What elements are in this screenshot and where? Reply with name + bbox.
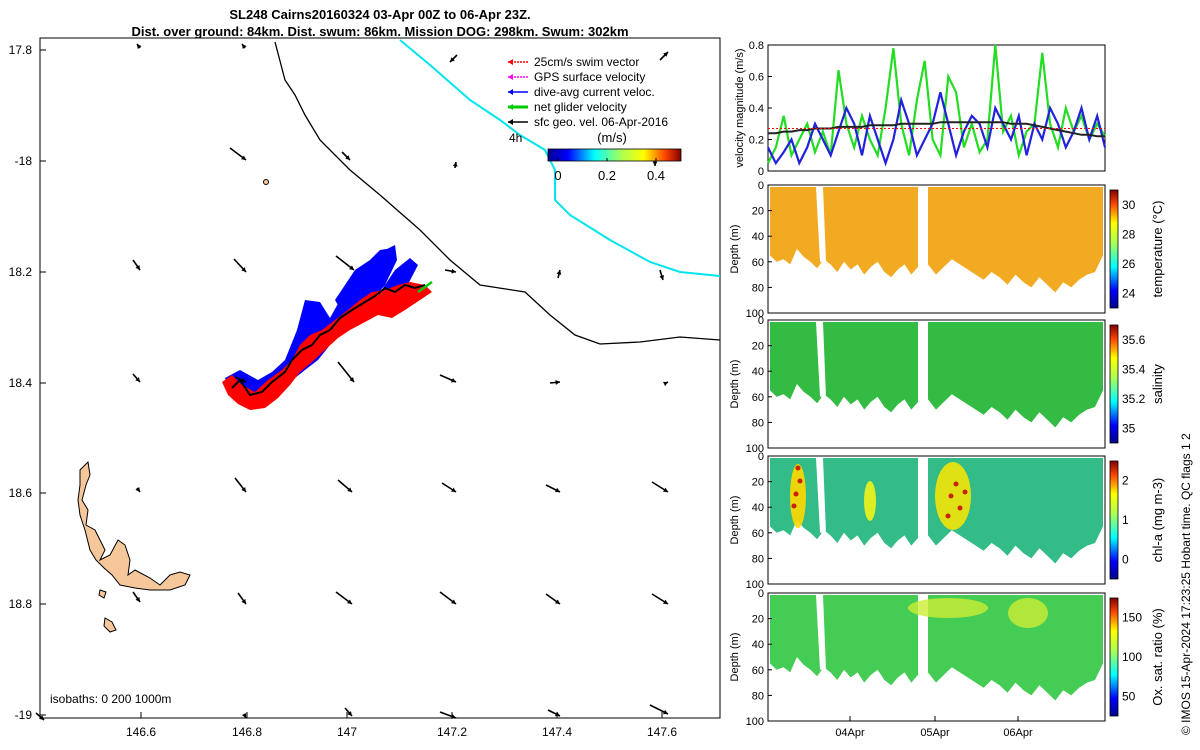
geo-velocity-arrowhead <box>451 268 456 274</box>
geo-velocity-arrowhead <box>663 381 668 387</box>
geo-velocity-arrowhead <box>555 711 560 717</box>
geo-velocity-arrowhead <box>349 265 354 270</box>
map-y-tick-label: 17.8 <box>9 43 33 57</box>
map-y-tick-label: 18.4 <box>9 376 33 390</box>
map-y-tick-label: 18.8 <box>9 597 33 611</box>
islet-2 <box>98 589 107 599</box>
legend-arrowhead <box>508 59 513 65</box>
map-frame <box>39 37 721 719</box>
title-line-1: SL248 Cairns20160324 03-Apr 00Z to 06-Ap… <box>229 7 531 22</box>
map-y-tick-label: 18.6 <box>9 486 33 500</box>
geo-velocity-arrowhead <box>555 487 560 493</box>
swim-vector-swath <box>222 282 432 410</box>
geo-velocity-arrowhead <box>135 597 140 602</box>
geo-velocity-arrowhead <box>347 711 352 716</box>
map-colorbar-note: 4h <box>509 131 522 145</box>
legend-arrowhead <box>508 119 513 125</box>
isobath-label: isobaths: 0 200 1000m <box>50 692 171 706</box>
geo-velocity-arrowhead <box>135 265 140 270</box>
geo-velocity-arrowhead <box>241 155 246 160</box>
surface-geostrophic-arrows <box>35 43 669 721</box>
title-line-2: Dist. over ground: 84km. Dist. swum: 86k… <box>131 24 629 39</box>
map-y-tick-label: -18 <box>15 154 33 168</box>
geo-velocity-arrowhead <box>39 715 44 720</box>
geo-velocity-arrowhead <box>452 162 458 167</box>
legend-label: GPS surface velocity <box>534 70 645 84</box>
isobath-200 <box>399 39 721 277</box>
map-x-tick-label: 147.6 <box>647 725 677 739</box>
geo-velocity-arrowhead <box>451 599 456 604</box>
chart-title: SL248 Cairns20160324 03-Apr 00Z to 06-Ap… <box>0 6 760 40</box>
geo-velocity-arrowhead <box>659 275 665 280</box>
geo-velocity-arrowhead <box>135 487 140 492</box>
legend-label: net glider velocity <box>534 100 627 114</box>
geo-velocity-arrowhead <box>137 44 142 49</box>
geo-velocity-arrowhead <box>241 267 246 272</box>
geo-velocity-arrowhead <box>451 487 456 492</box>
current-velocity-swath <box>225 245 418 402</box>
map-x-tick-label: 147 <box>337 725 357 739</box>
net-velocity-arrow <box>417 280 433 294</box>
map-colorbar-ticks: 0 0.2 0.4 <box>554 158 665 183</box>
geo-velocity-arrowhead <box>555 599 560 604</box>
geo-velocity-arrowhead <box>241 487 246 492</box>
island-land <box>77 460 191 591</box>
legend-arrowhead <box>508 89 513 95</box>
geo-velocity-arrowhead <box>663 52 668 57</box>
map-y-tick-label: -19 <box>15 708 33 722</box>
map-colorbar <box>547 148 682 162</box>
legend-arrowhead <box>508 104 513 110</box>
geo-velocity-arrowhead <box>242 44 247 49</box>
geo-velocity-arrowhead <box>663 709 668 715</box>
map-y-tick-label: 18.2 <box>9 265 33 279</box>
legend-label: 25cm/s swim vector <box>534 55 639 69</box>
map-x-tick-label: 147.4 <box>542 725 572 739</box>
geo-velocity-arrowhead <box>652 161 658 166</box>
legend-label: sfc geo. vel. 06-Apr-2016 <box>534 115 668 129</box>
geo-velocity-arrowhead <box>349 377 354 382</box>
geo-velocity-arrowhead <box>345 155 350 160</box>
glider-track <box>231 283 426 397</box>
map-x-tick-label: 146.6 <box>126 725 156 739</box>
geo-velocity-arrowhead <box>555 380 560 385</box>
map-colorbar-tick-label: 0 <box>554 168 561 183</box>
map-x-tick-label: 146.8 <box>232 725 262 739</box>
map-colorbar-tick-label: 0.4 <box>647 168 665 183</box>
islet-1 <box>103 617 117 633</box>
legend-arrowhead <box>508 74 513 80</box>
map-colorbar-tick-label: 0.2 <box>598 168 616 183</box>
legend-label: dive-avg current veloc. <box>534 85 655 99</box>
geo-velocity-arrowhead <box>347 487 352 492</box>
map-y-ticks: 17.8 -18 18.2 18.4 18.6 18.8 -19 <box>9 43 46 722</box>
map-colorbar-title: (m/s) <box>597 130 627 145</box>
islet-3 <box>263 179 269 185</box>
geo-velocity-arrowhead <box>663 599 668 604</box>
geo-velocity-arrowhead <box>347 599 352 604</box>
map-x-tick-label: 147.2 <box>437 725 467 739</box>
geo-velocity-arrowhead <box>663 487 668 492</box>
geo-velocity-arrowhead <box>241 599 246 604</box>
geo-velocity-arrowhead <box>241 378 246 383</box>
geo-velocity-arrowhead <box>451 378 456 383</box>
geo-velocity-arrowhead <box>135 377 140 382</box>
map-x-ticks: 146.6 146.8 147 147.2 147.4 147.6 <box>126 712 677 739</box>
geo-velocity-arrowhead <box>241 713 247 718</box>
geo-velocity-arrowhead <box>450 57 455 62</box>
isobath-1000 <box>274 41 721 345</box>
geo-velocity-arrowhead <box>556 270 562 275</box>
